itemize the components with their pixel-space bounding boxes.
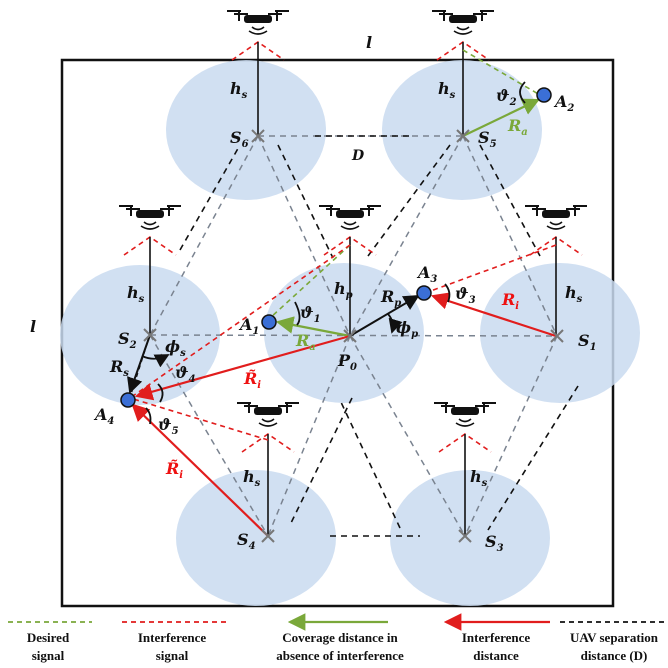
ra-arrow-s5 [462, 98, 540, 137]
hs-label: hs [127, 283, 145, 305]
s2-label: S2 [118, 329, 137, 351]
ra-label-p0: Ra [295, 331, 316, 353]
a1-label: A1 [238, 315, 259, 337]
hs-label: hs [565, 283, 583, 305]
cell-s4 [176, 470, 336, 606]
cell-s3 [390, 470, 550, 606]
ri-tilde-label-p0: R̃i [243, 369, 261, 391]
legend-desired-text-1: Desired [27, 630, 70, 645]
drone-icon [226, 9, 290, 35]
d-label: D [351, 148, 365, 164]
a4-label: A4 [93, 405, 114, 427]
rs-label: Rs [109, 357, 129, 379]
drone-icon [318, 204, 382, 230]
theta1-label: ϑ1 [300, 303, 321, 325]
ri-tilde-label-s4: R̃i [165, 459, 183, 481]
theta2-label: ϑ2 [496, 86, 517, 108]
uav-separation-lines [179, 135, 579, 537]
legend-distance-text-1: Interference [462, 630, 531, 645]
angle-arcs [141, 81, 526, 425]
theta5-label: ϑ5 [158, 415, 179, 437]
coverage-cells [60, 60, 640, 606]
rp-label: Rp [380, 287, 401, 309]
user-a4 [120, 392, 136, 408]
height-lines [149, 42, 557, 536]
hp-label: hp [334, 279, 353, 301]
phi-p-label: ϕp [396, 318, 418, 340]
legend-desired-text-2: signal [32, 648, 65, 663]
legend-separation-text-1: UAV separation [570, 630, 659, 645]
s4-label: S4 [237, 530, 256, 552]
p0-label: P0 [337, 351, 357, 373]
side-label-left: l [30, 317, 36, 336]
desired-signals [269, 49, 541, 319]
drone-icon [524, 204, 588, 230]
ra-arrow-p0 [275, 316, 351, 338]
cell-p0 [264, 263, 424, 403]
cell-s5 [382, 60, 542, 200]
rp-arrow [349, 294, 420, 337]
legend-coverage-text-1: Coverage distance in [282, 630, 398, 645]
theta3-label: ϑ3 [455, 284, 476, 306]
legend: Desired signal Interference signal Cover… [8, 613, 668, 663]
cell-s2 [60, 265, 220, 405]
hs-label: hs [470, 467, 488, 489]
ri-arrow-s1 [430, 292, 557, 338]
a2-label: A2 [553, 92, 574, 114]
ra-label-s5: Ra [507, 116, 528, 138]
drone-icon [431, 9, 495, 35]
side-label-top: l [366, 33, 372, 52]
s3-label: S3 [485, 532, 504, 554]
drone-icon [236, 401, 300, 427]
rs-arrow [127, 334, 151, 394]
cell-s6 [166, 60, 326, 200]
hs-label: hs [438, 79, 456, 101]
a3-label: A3 [416, 263, 437, 285]
s6-label: S6 [230, 128, 249, 150]
ri-arrow-p0 [134, 334, 351, 401]
legend-separation-text-2: distance (D) [581, 648, 648, 663]
legend-interference-text-1: Interference [138, 630, 207, 645]
user-a1 [261, 314, 277, 330]
legend-interference-text-2: signal [156, 648, 189, 663]
phi-s-label: ϕs [165, 337, 186, 359]
legend-distance-text-2: distance [473, 648, 519, 663]
hs-label: hs [243, 467, 261, 489]
s5-label: S5 [478, 128, 497, 150]
drone-icon [433, 401, 497, 427]
ri-label-s1: Ri [501, 290, 519, 312]
interference-signals [129, 244, 557, 441]
user-a2 [536, 87, 552, 103]
s1-label: S1 [578, 331, 597, 353]
legend-coverage-text-2: absence of interference [276, 648, 404, 663]
user-a3 [416, 285, 432, 301]
ri-arrow-s4 [131, 403, 269, 537]
drone-icon [118, 204, 182, 230]
hs-label: hs [230, 79, 248, 101]
theta4-label: ϑ4 [175, 363, 196, 385]
user-points [120, 87, 552, 408]
